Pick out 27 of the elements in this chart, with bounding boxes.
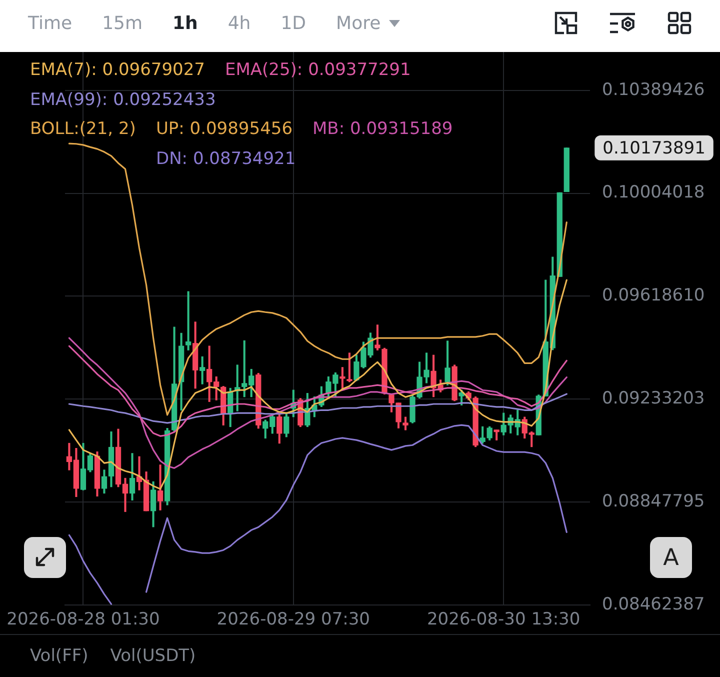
x-tick-label: 2026-08-30 13:30 bbox=[426, 610, 580, 630]
text: EMA(7): 0.09679027 bbox=[30, 59, 205, 82]
text: Vol(USDT) bbox=[110, 646, 196, 666]
y-tick-label: 0.08462387 bbox=[602, 594, 705, 614]
y-tick-label: 0.08847795 bbox=[602, 491, 705, 512]
text: 15m bbox=[102, 12, 143, 34]
text: 1D bbox=[280, 12, 306, 34]
text: MB: 0.09315189 bbox=[312, 118, 453, 141]
y-tick-label: 0.10004018 bbox=[602, 182, 705, 203]
candlestick bbox=[185, 291, 192, 350]
text: EMA(99): 0.09252433 bbox=[30, 88, 216, 112]
y-tick-label: 0.09233203 bbox=[602, 388, 705, 409]
text: More bbox=[336, 12, 381, 34]
y-tick-label: 0.09618610 bbox=[602, 286, 705, 306]
text: A bbox=[663, 544, 679, 570]
x-tick-label: 2026-08-29 07:30 bbox=[216, 610, 370, 630]
text: EMA(25): 0.09377291 bbox=[225, 59, 411, 82]
annotation: 0.10173891 bbox=[602, 138, 706, 158]
text: Time bbox=[28, 12, 72, 34]
text: DN: 0.08734921 bbox=[156, 148, 296, 170]
text: UP: 0.09895456 bbox=[156, 118, 293, 141]
annotation: BOLL:(21, 2) bbox=[30, 118, 136, 141]
y-tick-label: 0.10389426 bbox=[602, 80, 705, 100]
text: 4h bbox=[228, 12, 251, 34]
text: 1h bbox=[172, 12, 198, 34]
x-tick-label: 2026-08-28 01:30 bbox=[6, 610, 160, 630]
text: Vol(FF) bbox=[30, 646, 88, 666]
